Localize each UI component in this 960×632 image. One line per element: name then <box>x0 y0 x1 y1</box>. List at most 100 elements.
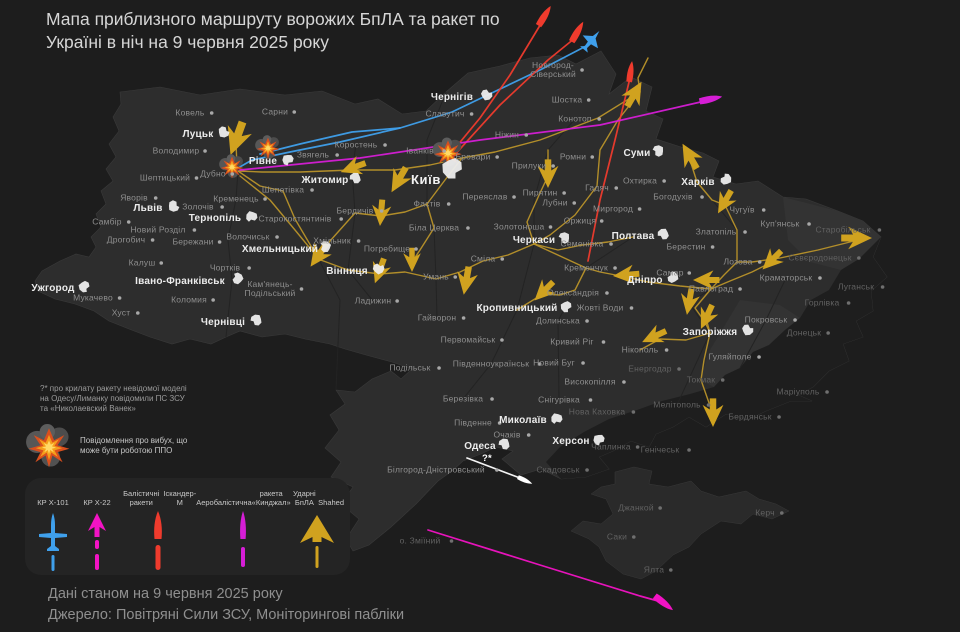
city-dot <box>512 195 516 199</box>
footnote-unknown-missile: ?* про крилату ракету невідомої моделі н… <box>40 384 250 414</box>
city-dot <box>631 410 636 414</box>
city-dot <box>461 316 466 320</box>
route-route_shahed <box>317 243 535 280</box>
oblast-border <box>557 236 634 401</box>
title-line-2: Україні в ніч на 9 червня 2025 року <box>46 32 330 52</box>
explosion-icon <box>26 424 70 468</box>
oblast-shape-icon <box>372 263 385 275</box>
oblast-shape-icon <box>652 145 664 157</box>
city-dot <box>263 197 267 201</box>
city-dot <box>469 112 474 116</box>
city-dot <box>597 117 601 121</box>
ukraine-landmass <box>34 50 888 552</box>
oblast-shape-icon <box>320 240 332 253</box>
city-dot <box>126 220 131 224</box>
city-dot <box>194 176 199 180</box>
city-dot <box>275 235 279 239</box>
city-dot <box>446 202 451 206</box>
legend-label: КР Х-22 <box>83 498 111 507</box>
footnote-line: на Одесу/Лиманку повідомили ПС ЗСУ <box>40 394 185 403</box>
oblast-shape-icon <box>551 413 563 424</box>
city-dot <box>807 222 811 226</box>
kinzhal-missile-icon <box>698 95 723 105</box>
city-dot <box>590 155 595 159</box>
shahed-drone-icon <box>227 120 252 156</box>
city-dot <box>310 188 314 192</box>
oblast-shape-icon <box>657 228 669 240</box>
route-route_shahed <box>516 267 587 311</box>
title-line-1: Мапа приблизного маршруту ворожих БпЛА т… <box>46 9 500 29</box>
oblast-shape-icon <box>349 172 361 184</box>
city-dot <box>720 378 725 382</box>
route-route_shahed <box>694 288 712 334</box>
shahed-drone-icon <box>300 515 335 568</box>
city-dot <box>150 238 155 242</box>
oblast-shape-icon <box>742 324 754 336</box>
legend-item-x101: КР Х-101 <box>31 484 75 573</box>
route-route_shahed <box>736 239 859 263</box>
route-route_shahed <box>237 170 319 259</box>
city-dot <box>136 311 140 315</box>
city-dot <box>613 266 617 270</box>
oblast-shape-icon <box>560 301 572 313</box>
route-route_shahed <box>533 91 641 245</box>
city-dot <box>562 191 566 195</box>
city-dot <box>495 155 499 159</box>
footnote-line: та «Николаевский Ванек» <box>40 404 136 413</box>
city-dot <box>497 421 502 425</box>
iskander-missile-icon <box>153 511 162 570</box>
x101-cruise-missile-icon <box>580 31 600 53</box>
city-dot <box>572 201 577 205</box>
legend-label: Ударні БпЛА Shahed <box>293 489 344 507</box>
route-route_shahed <box>533 236 634 251</box>
city-dot <box>777 415 781 419</box>
city-dot <box>230 172 235 176</box>
explosion-icon <box>26 424 70 468</box>
city-dot <box>880 285 885 289</box>
city-dot <box>548 225 553 229</box>
oblast-shape-icon <box>480 89 493 101</box>
x22-missile-icon <box>652 593 674 611</box>
iskander-missile-icon <box>569 21 584 44</box>
city-dot <box>153 196 158 200</box>
city-dot <box>818 276 822 280</box>
oblast-shape-icon <box>498 438 510 450</box>
shahed-drone-icon <box>692 270 720 290</box>
city-dot <box>757 260 762 264</box>
shahed-drone-icon <box>762 248 784 270</box>
city-dot <box>585 468 589 472</box>
oblast-border <box>739 277 787 369</box>
city-dot <box>622 380 626 384</box>
shahed-drone-icon <box>613 264 640 284</box>
city-dot <box>292 110 297 114</box>
city-dot <box>658 506 662 510</box>
city-dot <box>588 398 593 402</box>
city-dot <box>442 149 446 153</box>
city-dot <box>635 445 640 449</box>
city-dot <box>605 291 609 295</box>
oblast-shape-icon <box>78 280 90 293</box>
explosion-note-text: Повідомлення про вибух, що може бути роб… <box>80 436 187 456</box>
city-dot <box>551 164 555 168</box>
city-dot <box>217 240 222 244</box>
legend-item-x22: КР Х-22 <box>75 484 119 573</box>
city-dot <box>580 68 584 72</box>
city-dot <box>203 149 207 153</box>
city-dot <box>609 242 613 246</box>
oblast-shape-icon <box>442 157 462 179</box>
city-dot <box>449 539 454 543</box>
iskander-missile-icon <box>626 61 634 83</box>
explosion-legend-note: Повідомлення про вибух, що може бути роб… <box>26 424 187 470</box>
city-dot <box>637 207 642 211</box>
city-dot <box>581 361 585 365</box>
city-dot <box>383 143 387 147</box>
legend-item-shahed: Ударні БпЛА Shahed <box>291 484 344 573</box>
route-route_shahed <box>411 203 435 263</box>
oblast-shape-icon <box>168 200 180 212</box>
shahed-drone-icon <box>621 81 642 109</box>
shahed-drone-icon <box>537 159 559 188</box>
x22-missile-icon <box>88 513 106 570</box>
city-dot <box>664 348 669 352</box>
